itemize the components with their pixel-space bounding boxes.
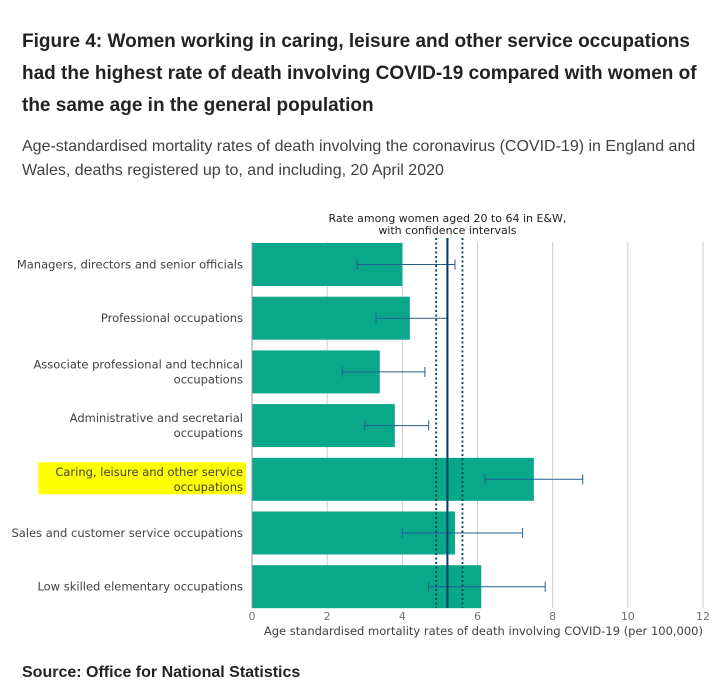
x-tick-label-6: 12 [696,610,710,623]
reference-annotation: Rate among women aged 20 to 64 in E&W, wi… [328,212,566,237]
category-label-4: Caring, leisure and other service occupat… [55,465,243,494]
x-tick-label-2: 4 [399,610,406,623]
category-label-1: Professional occupations [101,311,243,325]
x-axis-title: Age standardised mortality rates of deat… [264,624,703,638]
x-tick-label-4: 8 [549,610,556,623]
x-tick-label-1: 2 [324,610,331,623]
category-label-2: Associate professional and technical occu… [33,357,243,386]
x-tick-label-0: 0 [249,610,256,623]
category-label-3: Administrative and secretarial occupation… [70,411,243,440]
category-label-6: Low skilled elementary occupations [37,580,243,594]
source-note: Source: Office for National Statistics [22,664,301,681]
category-label-5: Sales and customer service occupations [11,526,243,540]
bar-chart: Managers, directors and senior officials… [11,212,710,638]
x-tick-label-3: 6 [474,610,481,623]
chart-title: Figure 4: Women working in caring, leisu… [22,31,697,116]
category-highlight [38,462,246,495]
category-label-0: Managers, directors and senior officials [17,258,243,272]
chart-subtitle: Age-standardised mortality rates of deat… [22,138,696,179]
x-tick-label-5: 10 [621,610,635,623]
